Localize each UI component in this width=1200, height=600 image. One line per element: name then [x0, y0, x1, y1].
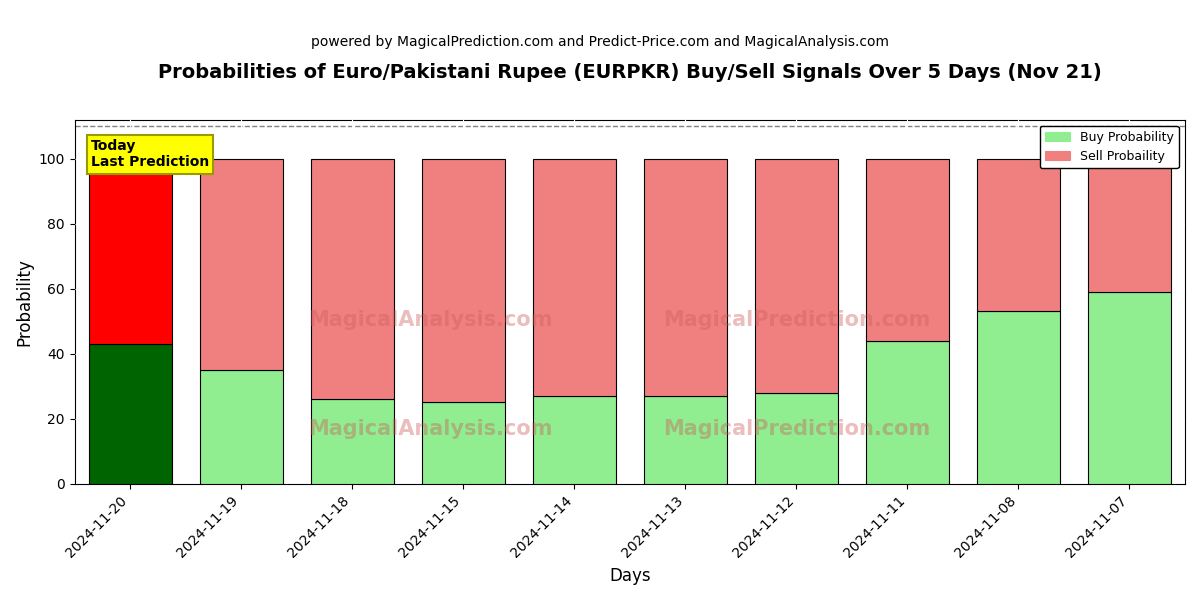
Y-axis label: Probability: Probability — [16, 258, 34, 346]
Bar — [643, 158, 727, 396]
Bar — [1088, 158, 1171, 292]
Legend: Buy Probability, Sell Probaility: Buy Probability, Sell Probaility — [1040, 126, 1178, 168]
Bar — [311, 158, 394, 399]
Bar — [977, 311, 1060, 484]
Bar — [311, 399, 394, 484]
Bar — [755, 392, 838, 484]
Bar — [533, 158, 616, 396]
X-axis label: Days: Days — [610, 567, 650, 585]
Bar — [865, 158, 949, 341]
Bar — [643, 396, 727, 484]
Bar — [977, 158, 1060, 311]
Bar — [89, 344, 172, 484]
Bar — [199, 158, 283, 370]
Bar — [533, 396, 616, 484]
Bar — [755, 158, 838, 392]
Text: Today
Last Prediction: Today Last Prediction — [91, 139, 209, 169]
Bar — [421, 158, 505, 403]
Text: MagicalAnalysis.com: MagicalAnalysis.com — [307, 310, 552, 330]
Bar — [865, 341, 949, 484]
Text: MagicalAnalysis.com: MagicalAnalysis.com — [307, 419, 552, 439]
Text: powered by MagicalPrediction.com and Predict-Price.com and MagicalAnalysis.com: powered by MagicalPrediction.com and Pre… — [311, 35, 889, 49]
Bar — [421, 403, 505, 484]
Title: Probabilities of Euro/Pakistani Rupee (EURPKR) Buy/Sell Signals Over 5 Days (Nov: Probabilities of Euro/Pakistani Rupee (E… — [158, 63, 1102, 82]
Bar — [199, 370, 283, 484]
Bar — [1088, 292, 1171, 484]
Bar — [89, 158, 172, 344]
Text: MagicalPrediction.com: MagicalPrediction.com — [662, 419, 930, 439]
Text: MagicalPrediction.com: MagicalPrediction.com — [662, 310, 930, 330]
